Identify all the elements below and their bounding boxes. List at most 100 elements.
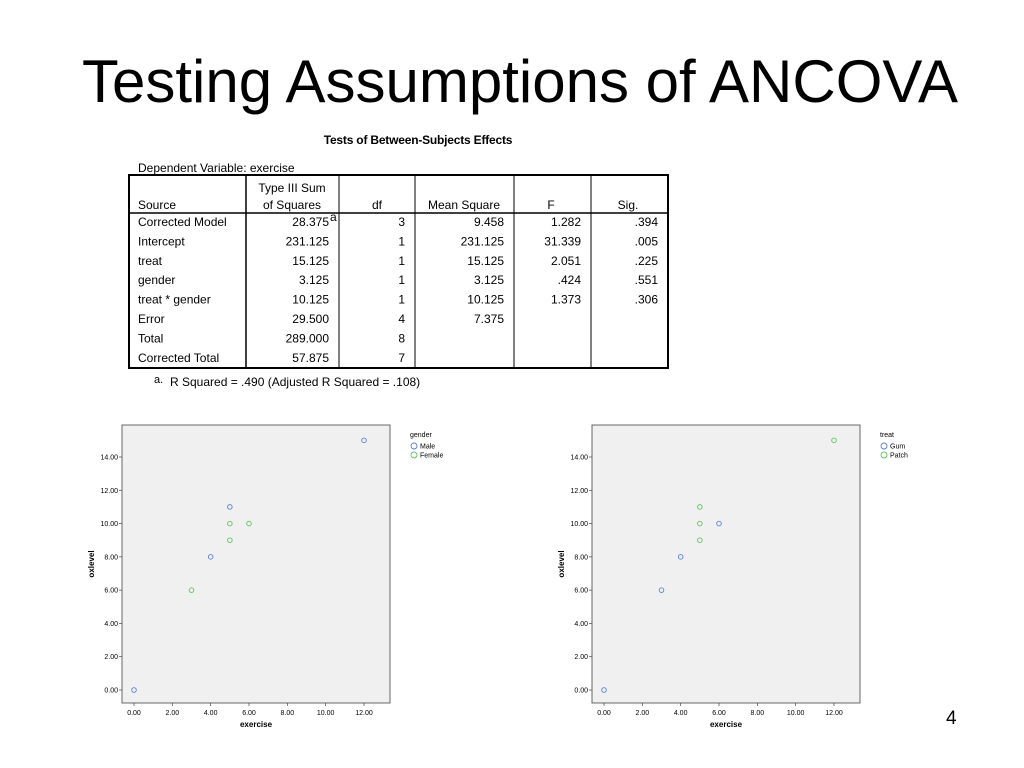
- dependent-variable-label: Dependent Variable: exercise: [138, 161, 295, 175]
- cell-source: Total: [138, 331, 163, 345]
- scatter-chart-1: 0.00 2.00 4.00 6.00 8.00 10.00 12.00 0.00 2.00 4.…: [87, 424, 391, 729]
- y-tick-label: 10.00: [100, 521, 118, 528]
- legend-marker: [880, 451, 888, 459]
- data-point-male: [227, 504, 233, 510]
- legend-marker: [880, 442, 888, 450]
- data-point-gum: [658, 587, 665, 593]
- data-point-female: [246, 520, 252, 527]
- cell-mean-square: 7.375: [474, 312, 504, 326]
- table-frame: [128, 174, 669, 369]
- cell-sum-of-squares: 289.000: [286, 331, 330, 345]
- y-tick-label: 6.00: [104, 588, 118, 595]
- legend-title: gender: [410, 432, 432, 439]
- y-tick-label: 0.00: [574, 688, 588, 695]
- cell-sum-of-squares: 15.125: [292, 254, 329, 268]
- y-tick-label: 8.00: [574, 554, 588, 561]
- data-point-male: [207, 554, 214, 560]
- x-axis-label: exercise: [240, 720, 273, 729]
- x-tick-label: 4.00: [204, 710, 218, 717]
- data-point-patch: [697, 520, 703, 527]
- cell-mean-square: 15.125: [467, 254, 504, 268]
- header-source: Source: [138, 198, 176, 212]
- cell-sum-of-squares: 28.375: [292, 215, 329, 229]
- y-tick-label: 6.00: [574, 588, 588, 595]
- cell-f: .424: [558, 273, 582, 287]
- data-point-female: [227, 537, 233, 543]
- scatter-chart-2: 0.00 2.00 4.00 6.00 8.00 10.00 12.00 0.00 2.00 4.…: [557, 424, 861, 729]
- cell-sum-of-squares: 29.500: [292, 312, 329, 326]
- cell-superscript: a: [330, 210, 337, 224]
- cell-f: 2.051: [551, 254, 581, 268]
- cell-source: treat * gender: [138, 293, 211, 307]
- data-point-gum: [677, 554, 684, 560]
- header-ss-line1: Type III Sum: [258, 181, 325, 195]
- cell-f: 31.339: [544, 234, 581, 248]
- cell-mean-square: 231.125: [461, 234, 505, 248]
- x-tick-label: 2.00: [166, 710, 180, 717]
- table-row: treat 15.125 1 15.125 2.051 .225: [138, 254, 658, 268]
- table-body: Corrected Model 28.375 a 3 9.458 1.282 .394 Int…: [138, 210, 658, 365]
- x-tick-label: 0.00: [597, 710, 611, 717]
- y-tick-label: 14.00: [570, 455, 588, 462]
- legend-title: treat: [880, 432, 894, 439]
- x-tick-label: 12.00: [825, 710, 843, 717]
- cell-source: gender: [138, 273, 175, 287]
- cell-sum-of-squares: 231.125: [286, 234, 330, 248]
- y-tick-label: 4.00: [574, 621, 588, 628]
- cell-df: 8: [398, 331, 405, 345]
- legend-marker: [410, 451, 418, 459]
- footnote-text: R Squared = .490 (Adjusted R Squared = .…: [170, 375, 421, 389]
- data-point-patch: [697, 537, 703, 543]
- cell-df: 1: [398, 254, 405, 268]
- y-tick-label: 10.00: [570, 521, 588, 528]
- cell-sig: .306: [635, 293, 659, 307]
- y-tick-label: 12.00: [570, 488, 588, 495]
- cell-mean-square: 9.458: [474, 215, 504, 229]
- cell-sig: .394: [635, 215, 659, 229]
- cell-source: Error: [138, 312, 165, 326]
- y-tick-label: 2.00: [104, 654, 118, 661]
- y-tick-label: 2.00: [574, 654, 588, 661]
- cell-sum-of-squares: 10.125: [292, 293, 329, 307]
- x-tick-label: 10.00: [317, 710, 335, 717]
- slide-title: Testing Assumptions of ANCOVA: [82, 48, 958, 115]
- plot-area: [591, 424, 861, 704]
- table-row: Error 29.500 4 7.375: [138, 312, 504, 326]
- x-tick-label: 6.00: [712, 710, 726, 717]
- footnote-marker: a.: [154, 374, 164, 386]
- data-point-male: [131, 687, 137, 693]
- legend-entry: Female: [420, 453, 443, 460]
- header-mean-square: Mean Square: [428, 198, 500, 212]
- data-point-gum: [716, 520, 722, 527]
- x-tick-label: 8.00: [751, 710, 765, 717]
- legend-entry: Gum: [890, 444, 905, 451]
- cell-mean-square: 3.125: [474, 273, 504, 287]
- data-point-female: [188, 587, 195, 593]
- cell-df: 4: [398, 312, 405, 326]
- cell-sig: .551: [635, 273, 659, 287]
- cell-source: Corrected Model: [138, 215, 227, 229]
- cell-f: 1.282: [551, 215, 581, 229]
- x-tick-label: 6.00: [242, 710, 256, 717]
- cell-sum-of-squares: 57.875: [292, 351, 329, 365]
- y-tick-label: 4.00: [104, 621, 118, 628]
- y-tick-label: 0.00: [104, 688, 118, 695]
- y-axis-label: oxlevel: [557, 550, 566, 577]
- cell-source: Corrected Total: [138, 351, 219, 365]
- x-tick-label: 4.00: [674, 710, 688, 717]
- legend-marker: [410, 442, 418, 450]
- table-row: treat * gender 10.125 1 10.125 1.373 .306: [138, 293, 658, 307]
- table-row: Total 289.000 8: [138, 331, 405, 345]
- cell-sig: .225: [635, 254, 659, 268]
- plot-area: [121, 424, 391, 704]
- data-point-male: [361, 437, 367, 444]
- cell-sig: .005: [635, 234, 659, 248]
- legend-entry: Patch: [890, 453, 908, 460]
- table-row: Corrected Total 57.875 7: [138, 351, 405, 365]
- x-tick-label: 0.00: [127, 710, 141, 717]
- cell-f: 1.373: [551, 293, 581, 307]
- y-tick-label: 14.00: [100, 455, 118, 462]
- table-row: Corrected Model 28.375 a 3 9.458 1.282 .394: [138, 210, 658, 229]
